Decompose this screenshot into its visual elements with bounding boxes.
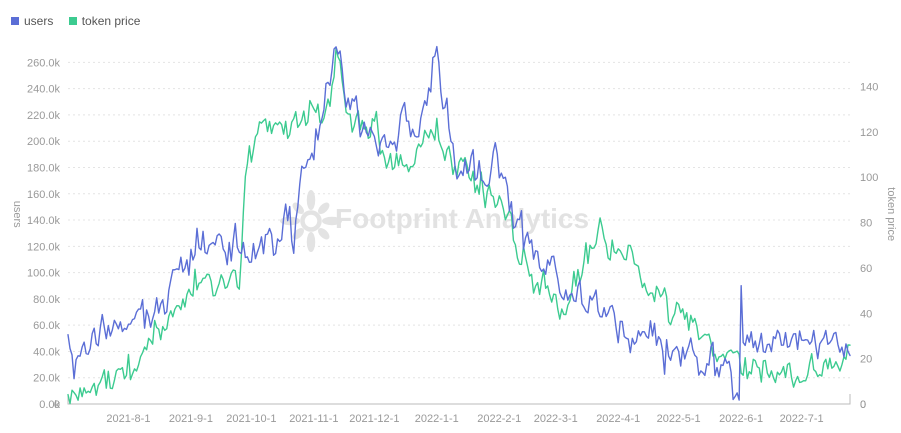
svg-text:80.0k: 80.0k [33,294,60,306]
svg-text:2022-3-1: 2022-3-1 [534,413,578,425]
svg-text:40.0k: 40.0k [33,346,60,358]
svg-text:20: 20 [860,354,872,366]
svg-text:2022-5-1: 2022-5-1 [657,413,701,425]
svg-text:0: 0 [54,399,60,411]
svg-text:20.0k: 20.0k [33,373,60,385]
svg-text:260.0k: 260.0k [27,57,61,69]
svg-text:220.0k: 220.0k [27,110,61,122]
svg-text:2022-7-1: 2022-7-1 [780,413,824,425]
svg-text:200.0k: 200.0k [27,136,61,148]
svg-text:120.0k: 120.0k [27,241,61,253]
svg-text:2021-8-1: 2021-8-1 [106,413,150,425]
svg-text:120: 120 [860,127,878,139]
svg-text:60: 60 [860,263,872,275]
svg-text:token price: token price [885,187,897,241]
svg-text:Footprint Analytics: Footprint Analytics [335,203,589,234]
svg-text:2022-2-1: 2022-2-1 [477,413,521,425]
svg-text:100: 100 [860,172,878,184]
svg-text:0: 0 [860,399,866,411]
svg-text:2022-4-1: 2022-4-1 [596,413,640,425]
svg-text:2022-1-1: 2022-1-1 [415,413,459,425]
svg-text:users: users [11,201,23,228]
svg-text:2021-10-1: 2021-10-1 [226,413,276,425]
svg-text:60.0k: 60.0k [33,320,60,332]
svg-text:140.0k: 140.0k [27,215,61,227]
svg-text:2021-9-1: 2021-9-1 [169,413,213,425]
svg-text:140: 140 [860,81,878,93]
svg-text:2021-11-1: 2021-11-1 [289,413,338,425]
svg-text:160.0k: 160.0k [27,189,61,201]
svg-text:40: 40 [860,308,872,320]
svg-text:2021-12-1: 2021-12-1 [349,413,399,425]
svg-text:2022-6-1: 2022-6-1 [719,413,763,425]
svg-text:80: 80 [860,218,872,230]
svg-text:100.0k: 100.0k [27,268,61,280]
svg-text:240.0k: 240.0k [27,84,61,96]
svg-text:180.0k: 180.0k [27,162,61,174]
